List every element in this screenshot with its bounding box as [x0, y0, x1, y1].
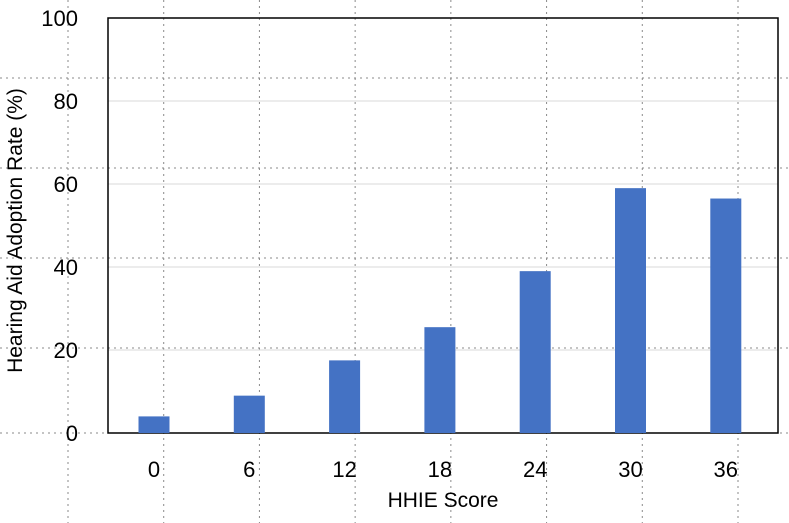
bar-0: [138, 416, 170, 433]
bar-30: [615, 188, 646, 433]
x-tick-label: 0: [148, 457, 160, 482]
x-tick-label: 30: [618, 457, 642, 482]
x-tick-label: 6: [243, 457, 255, 482]
x-axis-ticks: 0 6 12 18 24 30 36: [148, 457, 738, 482]
bar-18: [424, 327, 456, 433]
y-tick-label: 100: [41, 6, 78, 31]
y-tick-label: 60: [54, 172, 78, 197]
x-tick-label: 18: [428, 457, 452, 482]
x-tick-label: 36: [714, 457, 738, 482]
gridlines: [108, 100, 778, 351]
bar-6: [233, 395, 265, 433]
bar-36: [710, 198, 742, 433]
x-tick-label: 12: [332, 457, 356, 482]
y-tick-label: 20: [54, 338, 78, 363]
bars: [138, 188, 742, 433]
x-tick-label: 24: [523, 457, 547, 482]
y-tick-label: 80: [54, 89, 78, 114]
y-axis-title: Hearing Aid Adoption Rate (%): [4, 88, 27, 373]
y-tick-label: 40: [54, 255, 78, 280]
bar-24: [519, 271, 551, 433]
x-axis-title: HHIE Score: [388, 489, 499, 512]
y-tick-label: 0: [66, 421, 78, 446]
y-axis-ticks: 0 20 40 60 80 100: [41, 6, 78, 446]
bar-12: [329, 360, 361, 433]
